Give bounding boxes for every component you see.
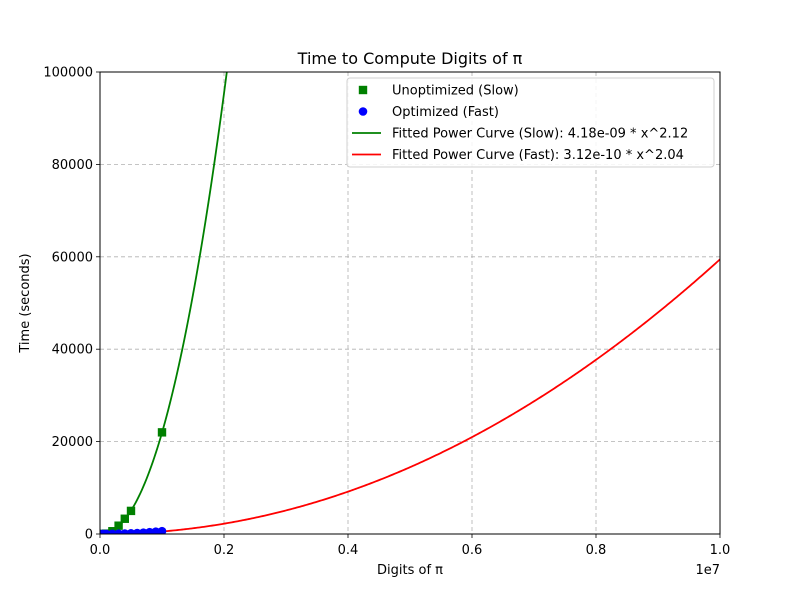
fitted-curve-1 bbox=[100, 258, 720, 534]
legend: Unoptimized (Slow) Optimized (Fast) Fitted… bbox=[346, 77, 715, 168]
data-point-slow bbox=[126, 506, 136, 516]
legend-label: Fitted Power Curve (Fast): 3.12e-10 * x^… bbox=[392, 148, 684, 163]
data-point-slow bbox=[114, 521, 123, 530]
chart-title: Time to Compute Digits of π bbox=[297, 49, 523, 68]
plot-frame bbox=[99, 71, 721, 535]
legend-label: Unoptimized (Slow) bbox=[392, 84, 519, 99]
data-point-slow bbox=[157, 428, 167, 437]
y-axis-label: Time (seconds) bbox=[18, 253, 33, 353]
axis-ticks: 0.0 0.2 0.4 0.6 0.8 1.0 0 20000 40000 60000 80000 1… bbox=[43, 66, 730, 559]
x-tick-label: 0.4 bbox=[338, 543, 359, 558]
y-tick-label: 40000 bbox=[52, 343, 93, 358]
legend-marker-circle bbox=[358, 107, 368, 116]
y-tick-label: 100000 bbox=[43, 66, 93, 81]
legend-label: Optimized (Fast) bbox=[392, 105, 499, 120]
data-point-slow bbox=[120, 514, 129, 523]
y-tick-label: 60000 bbox=[52, 250, 93, 265]
legend-marker-square bbox=[358, 85, 368, 95]
plot-area bbox=[100, 72, 720, 534]
x-tick-label: 0.0 bbox=[90, 543, 111, 558]
y-tick-label: 80000 bbox=[52, 158, 93, 173]
x-axis-label: Digits of π bbox=[377, 563, 443, 578]
x-axis-offset-label: 1e7 bbox=[695, 563, 720, 578]
data-point-fast bbox=[157, 526, 167, 534]
y-tick-label: 0 bbox=[85, 528, 93, 543]
x-tick-label: 0.2 bbox=[214, 543, 235, 558]
x-tick-label: 0.8 bbox=[586, 543, 607, 558]
legend-box bbox=[346, 77, 715, 168]
legend-label: Fitted Power Curve (Slow): 4.18e-09 * x^… bbox=[392, 127, 688, 142]
x-tick-label: 1.0 bbox=[710, 543, 731, 558]
y-tick-label: 20000 bbox=[52, 435, 93, 450]
x-tick-label: 0.6 bbox=[462, 543, 483, 558]
